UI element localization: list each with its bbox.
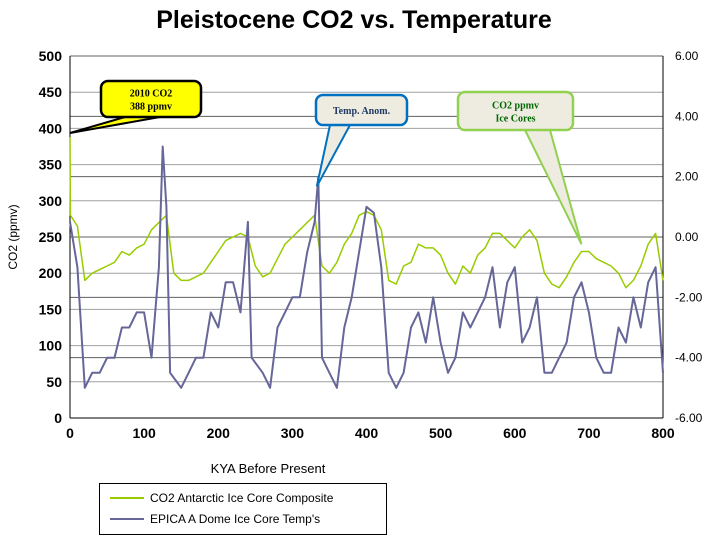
legend-swatch-temp — [110, 518, 144, 520]
y2-tick-label: -2.00 — [675, 290, 703, 304]
y2-tick-label: -4.00 — [675, 351, 703, 365]
callout-box — [456, 90, 575, 132]
legend-label-temp: EPICA A Dome Ice Core Temp's — [150, 512, 321, 526]
callout-text: 388 ppmv — [130, 102, 172, 113]
x-axis-label: KYA Before Present — [211, 461, 326, 476]
x-tick-label: 700 — [577, 425, 601, 441]
y-tick-label: 150 — [39, 301, 63, 317]
series-line-temp — [69, 145, 664, 389]
callout-text: Temp. Anom. — [333, 106, 391, 117]
y-tick-label: 50 — [46, 374, 62, 390]
y2-tick-label: 6.00 — [675, 49, 699, 63]
y2-tick-label: 2.00 — [675, 170, 699, 184]
callout-text: Ice Cores — [495, 114, 535, 125]
y2-tick-label: -6.00 — [675, 411, 703, 425]
x-tick-label: 500 — [429, 425, 453, 441]
legend-swatch-co2 — [110, 497, 144, 499]
callout-box — [99, 79, 203, 119]
y-tick-label: 250 — [39, 229, 63, 245]
x-tick-label: 0 — [66, 425, 74, 441]
y-tick-label: 100 — [39, 338, 63, 354]
legend-item-co2: CO2 Antarctic Ice Core Composite — [110, 491, 333, 505]
legend-label-co2: CO2 Antarctic Ice Core Composite — [150, 491, 334, 505]
callout-pointer — [69, 116, 161, 134]
y2-tick-label: 0.00 — [675, 230, 699, 244]
x-tick-label: 600 — [503, 425, 527, 441]
legend: CO2 Antarctic Ice Core Composite EPICA A… — [99, 483, 387, 535]
x-tick-label: 100 — [132, 425, 156, 441]
callout-text: CO2 ppmv — [492, 101, 539, 112]
y-axis-label: CO2 (ppmv) — [6, 204, 20, 269]
x-tick-label: 400 — [355, 425, 379, 441]
callout-box — [314, 93, 409, 127]
y-tick-label: 450 — [39, 84, 63, 100]
y-tick-label: 200 — [39, 265, 63, 281]
legend-item-temp: EPICA A Dome Ice Core Temp's — [110, 512, 320, 526]
x-tick-label: 300 — [281, 425, 305, 441]
y-tick-label: 400 — [39, 120, 63, 136]
x-tick-label: 200 — [207, 425, 231, 441]
y-tick-label: 0 — [54, 410, 62, 426]
y-tick-label: 500 — [39, 48, 63, 64]
y2-tick-label: 4.00 — [675, 109, 699, 123]
y-tick-label: 300 — [39, 193, 63, 209]
chart-title: Pleistocene CO2 vs. Temperature — [156, 6, 552, 34]
callout-pointer — [523, 129, 583, 245]
series-line-co2 — [69, 137, 664, 289]
y-tick-label: 350 — [39, 157, 63, 173]
x-tick-label: 800 — [651, 425, 675, 441]
callout-text: 2010 CO2 — [130, 89, 173, 100]
